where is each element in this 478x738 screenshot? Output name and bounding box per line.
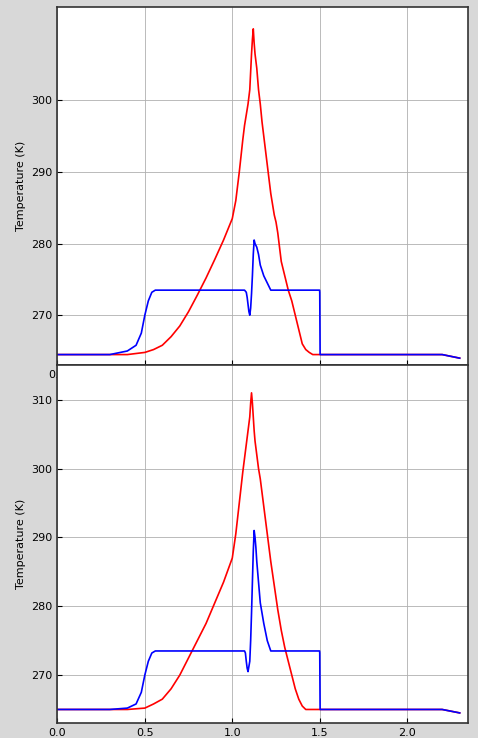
X-axis label: Distance: Distance xyxy=(236,386,290,399)
Droplets+Crystals xyxy=(251,235,257,244)
Droplets+Crystals xyxy=(54,350,60,359)
Legend: Droplets, Droplets+Crystals: Droplets, Droplets+Crystals xyxy=(146,418,380,436)
Droplets+Crystals xyxy=(54,705,60,714)
Droplets+Crystals xyxy=(251,526,257,535)
Droplets xyxy=(457,354,463,362)
Droplets xyxy=(221,578,227,587)
Droplets xyxy=(335,705,340,714)
Droplets+Crystals xyxy=(195,286,200,294)
Droplets xyxy=(54,350,60,359)
Droplets+Crystals xyxy=(278,286,284,294)
Droplets xyxy=(259,117,265,126)
Line: Droplets: Droplets xyxy=(57,29,460,358)
Droplets xyxy=(229,214,235,223)
Droplets+Crystals xyxy=(261,619,267,628)
Droplets xyxy=(245,427,251,435)
Droplets+Crystals xyxy=(152,646,158,655)
Droplets xyxy=(422,350,428,359)
Droplets xyxy=(326,350,331,359)
Droplets+Crystals xyxy=(240,286,246,294)
Droplets xyxy=(249,388,254,397)
Y-axis label: Temperature (K): Temperature (K) xyxy=(16,141,26,232)
Droplets+Crystals xyxy=(275,646,281,655)
Droplets+Crystals xyxy=(152,286,158,294)
Droplets xyxy=(250,24,256,33)
Droplets xyxy=(54,705,60,714)
Line: Droplets+Crystals: Droplets+Crystals xyxy=(57,240,460,358)
Droplets xyxy=(203,619,209,628)
Droplets+Crystals xyxy=(457,354,463,362)
Droplets+Crystals xyxy=(457,708,463,717)
Droplets+Crystals xyxy=(240,646,246,655)
Droplets+Crystals xyxy=(264,278,270,287)
Line: Droplets: Droplets xyxy=(57,393,460,713)
Droplets xyxy=(264,530,270,539)
Droplets xyxy=(242,121,248,130)
Droplets xyxy=(258,475,263,483)
Line: Droplets+Crystals: Droplets+Crystals xyxy=(57,531,460,713)
Droplets+Crystals xyxy=(278,646,284,655)
Y-axis label: Temperature (K): Temperature (K) xyxy=(16,499,26,590)
Droplets+Crystals xyxy=(274,286,280,294)
Droplets xyxy=(457,708,463,717)
Droplets+Crystals xyxy=(195,646,200,655)
Droplets xyxy=(252,49,258,58)
